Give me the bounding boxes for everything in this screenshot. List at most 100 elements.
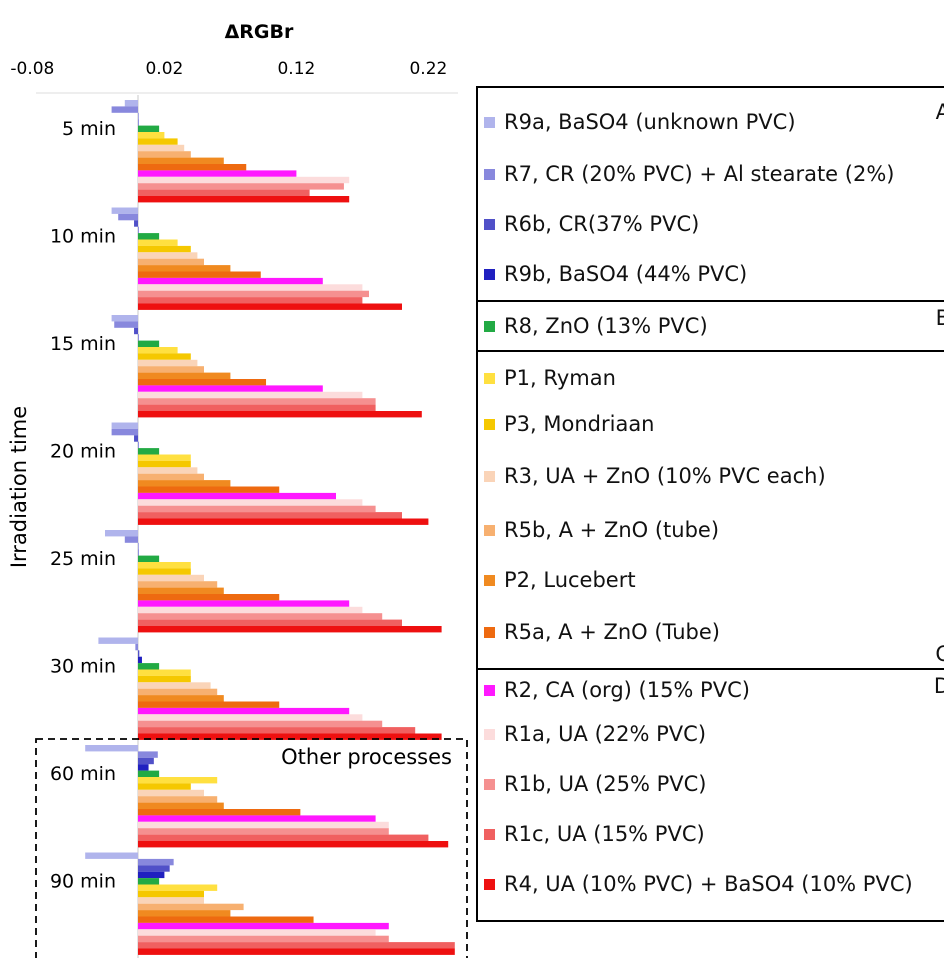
legend-item-r1b: R1b, UA (25% PVC) <box>484 772 706 796</box>
bar <box>138 467 198 474</box>
bar <box>138 682 211 689</box>
legend-label: R9b, BaSO4 (44% PVC) <box>504 262 748 286</box>
bar <box>138 366 204 373</box>
bar <box>138 922 389 930</box>
bar <box>138 789 204 797</box>
legend-label: R9a, BaSO4 (unknown PVC) <box>504 110 796 134</box>
bar <box>138 574 204 582</box>
bar <box>138 340 160 347</box>
bar <box>138 542 139 550</box>
bar <box>138 777 218 784</box>
y-axis: 5 min 10 min 15 min 20 min 25 min 30 min 60 mi… <box>50 95 139 958</box>
bar <box>138 196 350 203</box>
bar <box>138 473 204 481</box>
bar <box>138 359 198 367</box>
bar <box>138 144 185 152</box>
y-tick-label: 30 min <box>50 656 116 678</box>
bar <box>138 720 383 728</box>
y-tick-label: 90 min <box>50 871 116 893</box>
bar <box>138 707 350 715</box>
bar <box>138 865 170 872</box>
bar <box>138 688 218 696</box>
x-axis-title: ΔRGBr <box>225 21 294 43</box>
x-axis: -0.08 0.02 0.12 0.22 <box>10 59 458 94</box>
bar <box>138 486 280 493</box>
bar <box>138 600 350 607</box>
bar <box>138 619 402 626</box>
bar <box>138 884 218 891</box>
bar <box>138 841 449 848</box>
bar <box>138 568 191 575</box>
bar <box>138 733 442 740</box>
bar <box>138 164 247 171</box>
bar <box>138 271 261 278</box>
legend-label: P2, Lucebert <box>504 568 636 592</box>
bar <box>138 675 191 683</box>
legend-group-b: B R8, ZnO (13% PVC) <box>476 300 944 352</box>
bar <box>138 663 160 670</box>
legend-swatch <box>484 684 495 696</box>
bar <box>111 106 138 113</box>
legend-item-p3: P3, Mondriaan <box>484 412 655 436</box>
bar <box>138 858 174 866</box>
legend-item-r9a: R9a, BaSO4 (unknown PVC) <box>484 110 796 134</box>
legend-swatch <box>484 116 495 128</box>
y-tick-label: 20 min <box>50 441 116 463</box>
bar <box>138 448 160 455</box>
legend-swatch <box>484 574 495 586</box>
bar <box>138 258 204 266</box>
bar <box>138 189 310 196</box>
legend-group-letter-c: C <box>935 642 944 666</box>
bar <box>138 770 160 777</box>
bar <box>138 353 191 360</box>
y-tick-label: 15 min <box>50 333 116 355</box>
legend-swatch <box>484 728 495 740</box>
bars <box>85 100 455 955</box>
legend-label: P3, Mondriaan <box>504 412 655 436</box>
legend-item-p2: P2, Lucebert <box>484 568 636 592</box>
legend-item-r4: R4, UA (10% PVC) + BaSO4 (10% PVC) <box>484 872 913 896</box>
bar <box>138 929 376 936</box>
bar <box>138 398 376 405</box>
y-tick-label: 25 min <box>50 548 116 570</box>
bar <box>138 233 160 240</box>
bar <box>138 878 160 885</box>
x-tick-label: 0.02 <box>145 59 183 79</box>
bar <box>138 890 204 898</box>
legend-group-letter-d: D <box>933 674 944 698</box>
bar <box>138 245 191 253</box>
bar <box>138 290 369 298</box>
bar <box>138 581 218 588</box>
bar <box>134 220 138 227</box>
bar <box>138 518 429 525</box>
bar <box>138 796 218 803</box>
bar <box>138 252 198 259</box>
bar <box>138 871 165 879</box>
bar <box>124 100 138 107</box>
bar <box>138 170 297 177</box>
bar <box>138 650 140 657</box>
x-tick-label: 0.12 <box>277 59 315 79</box>
y-tick-label: 60 min <box>50 763 116 785</box>
bar <box>138 695 224 702</box>
bar <box>98 637 138 644</box>
bar <box>111 315 138 322</box>
bar <box>124 536 138 543</box>
bar <box>138 555 160 562</box>
legend-label: R1b, UA (25% PVC) <box>504 772 707 796</box>
other-processes-label: Other processes <box>281 745 452 769</box>
legend-item-r5a: R5a, A + ZnO (Tube) <box>484 620 720 644</box>
legend-item-p1: P1, Ryman <box>484 366 616 390</box>
bar <box>138 669 191 676</box>
legend-label: P1, Ryman <box>504 366 616 390</box>
bar <box>138 942 455 949</box>
bar <box>138 587 224 594</box>
bar <box>138 828 389 835</box>
bar <box>138 347 178 354</box>
bar <box>138 372 231 379</box>
bar <box>138 411 422 418</box>
bar <box>138 119 139 126</box>
bar <box>114 321 138 328</box>
bar <box>138 379 267 386</box>
